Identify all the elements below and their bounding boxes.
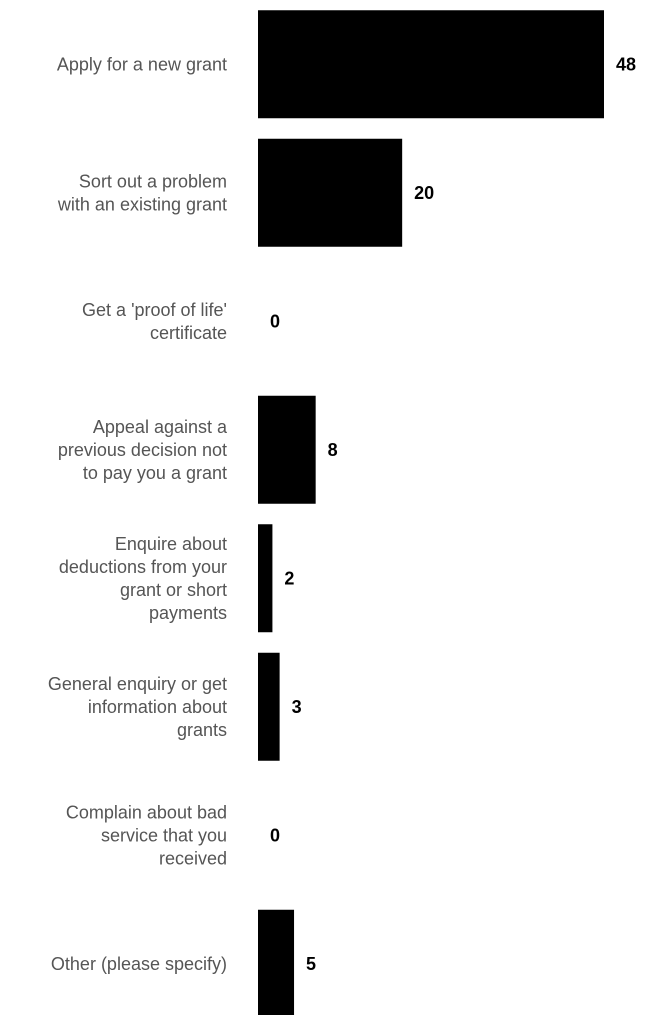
category-label-3: Get a 'proof of life' certificate (82, 300, 227, 343)
bar-2 (258, 138, 403, 247)
bar-5 (258, 524, 273, 633)
category-label-4: Appeal against a previous decision not to … (58, 417, 228, 483)
category-label-2: Sort out a problem with an existing grant (57, 171, 227, 214)
value-label-7: 0 (270, 825, 280, 845)
category-label-8: Other (please specify) (51, 954, 227, 974)
value-label-1: 48 (616, 54, 636, 74)
value-label-6: 3 (292, 697, 302, 717)
value-label-2: 20 (414, 183, 434, 203)
value-label-3: 0 (270, 311, 280, 331)
category-label-6: General enquiry or get information about g… (48, 674, 227, 740)
bar-1 (258, 10, 604, 119)
value-label-8: 5 (306, 954, 316, 974)
category-labels-group: Apply for a new grant Sort out a problem w… (48, 54, 228, 974)
value-label-4: 8 (328, 440, 338, 460)
bars-group (258, 10, 604, 1015)
category-label-1: Apply for a new grant (57, 54, 227, 74)
value-label-5: 2 (284, 568, 294, 588)
bar-4 (258, 395, 316, 504)
bar-8 (258, 909, 295, 1015)
category-label-7: Complain about bad service that you receiv… (66, 802, 227, 868)
value-labels-group: 48 20 0 8 2 3 0 5 (270, 54, 636, 974)
category-label-5: Enquire about deductions from your grant o… (59, 534, 227, 623)
bar-6 (258, 652, 280, 761)
